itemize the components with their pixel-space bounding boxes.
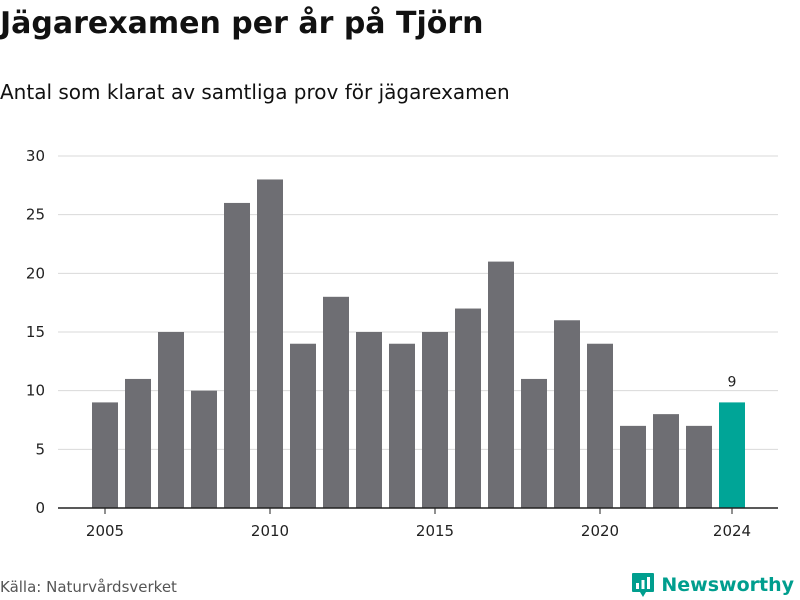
bar [554,320,580,508]
bar [158,332,184,508]
bar [587,343,613,508]
bar [686,425,712,508]
bar [356,332,382,508]
x-tick-label: 2024 [713,522,751,540]
bar [92,402,118,508]
bar [125,378,151,508]
bars [92,179,745,508]
x-tick-label: 2005 [86,522,124,540]
bar [191,390,217,508]
y-tick-label: 20 [26,264,45,282]
brand-name: Newsworthy [661,574,794,596]
bar [521,378,547,508]
chart-title: Jägarexamen per år på Tjörn [0,6,484,41]
source-note: Källa: Naturvårdsverket [0,578,177,596]
bar [422,332,448,508]
bar-highlight [719,402,745,508]
chart-subtitle: Antal som klarat av samtliga prov för jä… [0,80,510,104]
x-tick-label: 2015 [416,522,454,540]
bar [257,179,283,508]
y-tick-label: 30 [26,147,45,165]
brand-logo[interactable]: Newsworthy [631,570,794,600]
x-tick-label: 2020 [581,522,619,540]
y-tick-label: 5 [35,440,45,458]
y-tick-label: 15 [26,323,45,341]
bar [389,343,415,508]
data-label: 9 [728,374,737,390]
y-tick-label: 0 [35,499,45,517]
y-tick-label: 10 [26,382,45,400]
bar [224,202,250,508]
bar [653,414,679,508]
bar [290,343,316,508]
bar [488,261,514,508]
data-labels: 9 [728,374,737,390]
y-axis-ticks: 0 5 10 15 20 25 30 [26,147,45,517]
x-tick-label: 2010 [251,522,289,540]
newsworthy-logo-icon [632,573,655,597]
x-axis-ticks: 2005 2010 2015 2020 2024 [86,508,751,540]
bar [620,425,646,508]
bar [455,308,481,508]
y-tick-label: 25 [26,206,45,224]
bar [323,296,349,508]
